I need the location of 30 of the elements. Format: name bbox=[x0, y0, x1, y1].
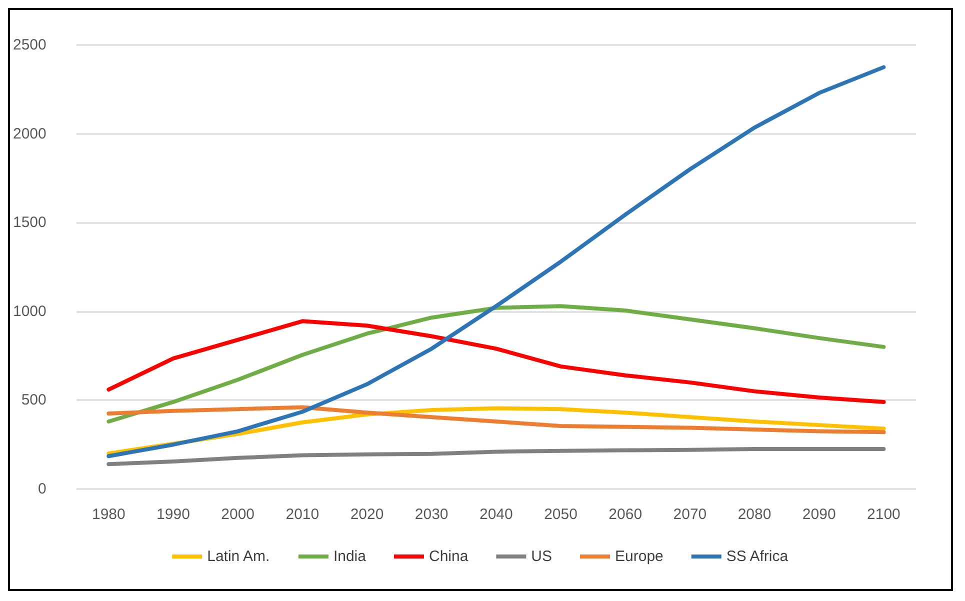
y-tick-label: 1500 bbox=[12, 214, 46, 232]
y-tick-label: 2500 bbox=[12, 36, 46, 54]
x-tick-label: 2020 bbox=[350, 506, 384, 523]
x-tick-label: 2040 bbox=[479, 506, 513, 523]
legend-label: SS Africa bbox=[726, 548, 789, 565]
legend-label: Europe bbox=[615, 548, 664, 565]
x-tick-label: 2000 bbox=[221, 506, 255, 523]
x-tick-label: 2080 bbox=[738, 506, 772, 523]
y-tick-label: 2000 bbox=[12, 125, 46, 142]
line-series bbox=[106, 304, 886, 424]
line-series bbox=[106, 405, 886, 434]
legend-label: US bbox=[531, 548, 552, 565]
x-tick-label: 1980 bbox=[92, 506, 126, 523]
line-series bbox=[106, 319, 886, 404]
x-tick-label: 2050 bbox=[544, 506, 578, 523]
line-series bbox=[106, 65, 886, 458]
y-tick-label: 1000 bbox=[12, 302, 46, 320]
y-tick-label: 500 bbox=[21, 392, 46, 409]
x-tick-label: 2070 bbox=[673, 506, 707, 523]
x-tick-label: 2030 bbox=[414, 506, 448, 523]
y-tick-label: 0 bbox=[38, 480, 46, 498]
x-tick-label: 2010 bbox=[286, 506, 320, 523]
line-series bbox=[106, 447, 886, 466]
legend-label: China bbox=[428, 548, 469, 565]
x-tick-label: 1990 bbox=[156, 506, 190, 523]
legend-label: India bbox=[333, 548, 367, 565]
x-tick-label: 2100 bbox=[867, 506, 900, 523]
legend-label: Latin Am. bbox=[207, 548, 270, 565]
x-tick-label: 2090 bbox=[802, 506, 836, 523]
x-tick-label: 2060 bbox=[608, 506, 642, 523]
